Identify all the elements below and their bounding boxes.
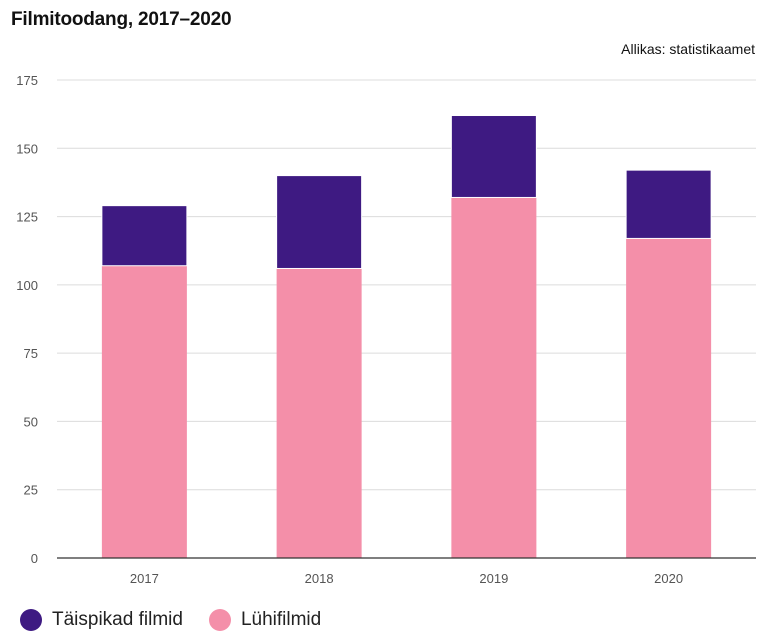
bar-2020-luhifilmid <box>626 238 712 558</box>
legend-item-luhifilmid: Lühifilmid <box>208 609 322 631</box>
x-tick-label-2019: 2019 <box>479 571 508 586</box>
source-note: Allikas: statistikaamet <box>621 41 755 57</box>
legend-swatch-taispikad <box>20 609 42 631</box>
bar-2019-taispikad <box>450 115 537 198</box>
y-tick-label-175: 175 <box>16 73 38 88</box>
y-tick-label-100: 100 <box>16 278 38 293</box>
bar-2018-taispikad <box>276 175 363 269</box>
legend-swatch-luhifilmid <box>208 609 231 631</box>
legend-label-taispikad: Täispikad filmid <box>52 609 183 630</box>
bar-2017-taispikad <box>101 205 188 267</box>
bar-2020-taispikad <box>625 169 712 239</box>
x-tick-label-2020: 2020 <box>654 571 683 586</box>
y-tick-label-75: 75 <box>24 346 38 361</box>
stacked-bar-chart: 0 25 50 75 100 125 150 175 2017 2018 2019 2020 <box>16 73 756 586</box>
x-tick-label-2018: 2018 <box>305 571 334 586</box>
y-tick-label-125: 125 <box>16 210 38 225</box>
y-tick-label-25: 25 <box>24 483 38 498</box>
bar-2019-luhifilmid <box>451 197 537 559</box>
x-tick-label-2017: 2017 <box>130 571 159 586</box>
bar-2018-luhifilmid <box>276 268 362 558</box>
y-tick-label-50: 50 <box>24 414 38 429</box>
legend: Täispikad filmid Lühifilmid <box>20 609 347 631</box>
legend-item-taispikad: Täispikad filmid <box>20 609 183 631</box>
y-tick-label-150: 150 <box>16 141 38 156</box>
legend-label-luhifilmid: Lühifilmid <box>240 609 322 630</box>
chart-title: Filmitoodang, 2017–2020 <box>11 9 232 30</box>
bar-2017-luhifilmid <box>101 265 187 558</box>
y-tick-label-0: 0 <box>31 551 38 566</box>
